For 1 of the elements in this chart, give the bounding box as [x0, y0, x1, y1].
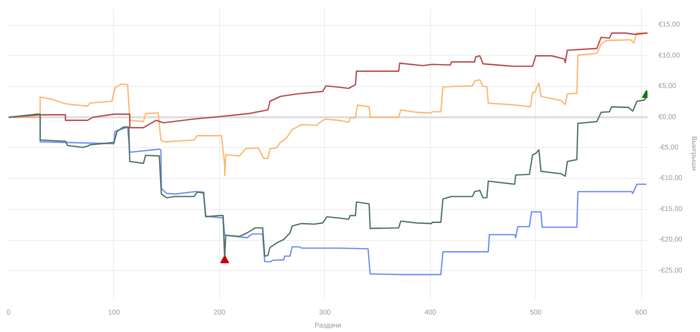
line-series [8, 32, 648, 128]
